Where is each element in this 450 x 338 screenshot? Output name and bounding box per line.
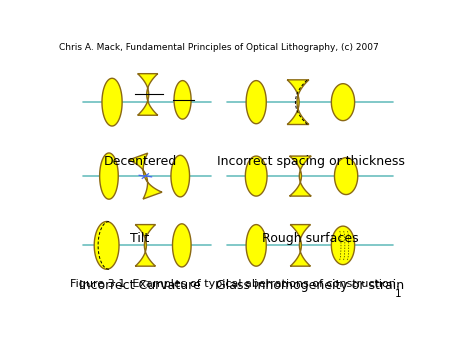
- Polygon shape: [174, 80, 191, 119]
- Polygon shape: [102, 78, 122, 126]
- Polygon shape: [290, 224, 310, 266]
- Text: Rough surfaces: Rough surfaces: [262, 232, 359, 244]
- Polygon shape: [245, 156, 267, 196]
- Text: Incorrect spacing or thickness: Incorrect spacing or thickness: [216, 154, 405, 168]
- Text: Decentered: Decentered: [104, 154, 176, 168]
- Text: 1: 1: [395, 289, 401, 298]
- Polygon shape: [129, 153, 162, 199]
- Polygon shape: [99, 153, 118, 199]
- Polygon shape: [331, 84, 355, 121]
- Polygon shape: [138, 74, 158, 115]
- Polygon shape: [331, 226, 355, 265]
- Text: Figure 3.1  Examples of typical aberrations of construction.: Figure 3.1 Examples of typical aberratio…: [70, 279, 400, 289]
- Text: Glass inhomogeneity or strain: Glass inhomogeneity or strain: [216, 279, 405, 292]
- Polygon shape: [135, 224, 155, 266]
- Polygon shape: [246, 80, 266, 124]
- Text: Incorrect Curvature: Incorrect Curvature: [79, 279, 201, 292]
- Polygon shape: [171, 155, 189, 197]
- Text: Tilt: Tilt: [130, 232, 149, 244]
- Polygon shape: [334, 158, 358, 195]
- Polygon shape: [287, 80, 309, 124]
- Polygon shape: [246, 224, 266, 266]
- Polygon shape: [289, 156, 311, 196]
- Polygon shape: [94, 221, 119, 269]
- Polygon shape: [172, 224, 191, 267]
- Text: Chris A. Mack, Fundamental Principles of Optical Lithography, (c) 2007: Chris A. Mack, Fundamental Principles of…: [59, 43, 379, 52]
